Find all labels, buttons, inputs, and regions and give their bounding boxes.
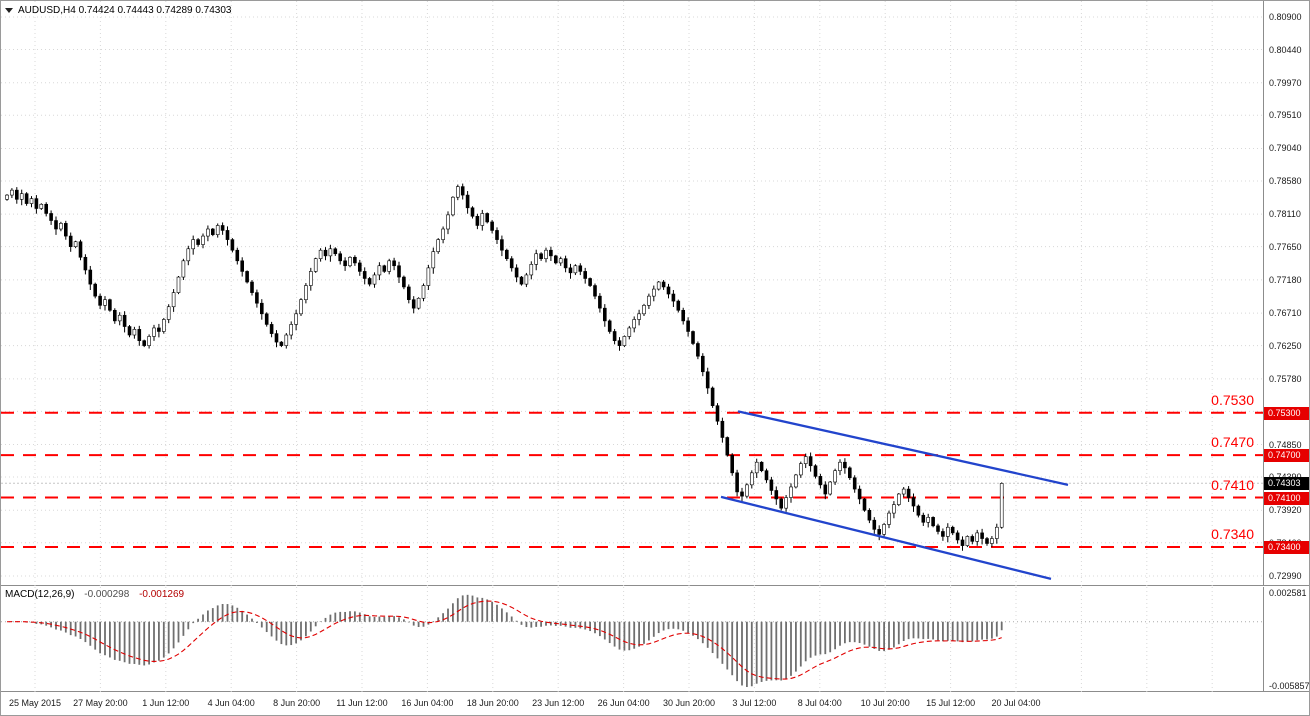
macd-axis-max-label: 0.002581 <box>1269 588 1307 598</box>
level-price-label: 0.7410 <box>1211 476 1254 493</box>
price-tick-label: 0.74390 <box>1269 472 1302 482</box>
candlestick-series <box>5 183 1004 551</box>
time-axis-label: 26 Jun 04:00 <box>597 698 650 708</box>
price-tick-label: 0.79970 <box>1269 77 1302 88</box>
price-tick-label: 0.77650 <box>1269 241 1302 252</box>
level-price-label: 0.7340 <box>1211 526 1254 543</box>
macd-axis-min-label: -0.005857 <box>1269 681 1310 691</box>
time-axis-label: 1 Jun 12:00 <box>142 698 190 708</box>
price-tick-label: 0.80440 <box>1269 44 1302 55</box>
level-price-tag: 0.74100 <box>1264 491 1309 505</box>
time-axis-label: 11 Jun 12:00 <box>336 698 388 708</box>
price-chart-pane[interactable]: AUDUSD,H4 0.74424 0.74443 0.74289 0.7430… <box>1 1 1263 586</box>
time-axis-label: 15 Jul 12:00 <box>926 698 976 708</box>
time-axis-label: 10 Jul 20:00 <box>860 698 910 708</box>
time-axis-label: 18 Jun 20:00 <box>466 698 519 708</box>
symbol-menu-icon <box>5 8 13 13</box>
price-chart-canvas <box>1 1 1263 586</box>
price-axis[interactable]: 0.80900 0.80440 0.79970 0.79510 0.79040 0.785… <box>1263 1 1309 586</box>
price-tick-label: 0.79510 <box>1269 110 1302 121</box>
channel-trendline[interactable] <box>720 495 1052 580</box>
price-tick-label: 0.76250 <box>1269 340 1302 351</box>
macd-name-label: MACD(12,26,9) <box>5 589 75 600</box>
time-axis-label: 20 Jul 04:00 <box>991 698 1041 708</box>
indicator-label: MACD(12,26,9) -0.000298 -0.001269 <box>5 589 184 600</box>
price-tick-label: 0.72990 <box>1269 571 1302 581</box>
macd-signal-value: -0.001269 <box>139 589 185 600</box>
time-axis-label: 25 May 2015 <box>8 698 62 708</box>
time-axis-label: 8 Jul 04:00 <box>797 698 842 708</box>
macd-indicator-pane[interactable]: MACD(12,26,9) -0.000298 -0.001269 <box>1 587 1263 692</box>
time-axis-label: 3 Jul 12:00 <box>732 698 777 708</box>
level-price-tag: 0.74700 <box>1264 449 1309 463</box>
current-price-tag: 0.74303 <box>1264 477 1309 491</box>
time-axis-label: 30 Jun 20:00 <box>662 698 716 708</box>
indicator-axis[interactable]: 0.002581 -0.005857 <box>1263 587 1310 692</box>
chart-title-text: AUDUSD,H4 0.74424 0.74443 0.74289 0.7430… <box>18 5 232 16</box>
level-price-tag: 0.73400 <box>1264 541 1309 555</box>
level-price-label: 0.7470 <box>1211 434 1254 451</box>
time-axis-label: 27 May 20:00 <box>73 698 128 708</box>
price-tick-label: 0.74850 <box>1269 439 1302 450</box>
macd-canvas <box>1 587 1263 692</box>
time-axis-label: 23 Jun 12:00 <box>532 698 585 708</box>
time-axis[interactable]: 25 May 2015 27 May 20:00 1 Jun 12:00 4 Jun … <box>1 693 1309 715</box>
time-axis-label: 8 Jun 20:00 <box>273 698 321 708</box>
price-tick-label: 0.78580 <box>1269 175 1302 186</box>
chart-title: AUDUSD,H4 0.74424 0.74443 0.74289 0.7430… <box>5 5 232 16</box>
price-tick-label: 0.77180 <box>1269 274 1302 285</box>
level-price-label: 0.7530 <box>1211 391 1254 408</box>
price-tick-label: 0.76710 <box>1269 308 1302 319</box>
time-axis-label: 4 Jun 04:00 <box>207 698 255 708</box>
time-axis-label: 16 Jun 04:00 <box>401 698 454 708</box>
channel-trendline[interactable] <box>737 410 1069 486</box>
level-price-tag: 0.75300 <box>1264 406 1309 420</box>
macd-signal-line <box>6 600 1002 680</box>
price-tick-label: 0.79040 <box>1269 143 1302 154</box>
macd-histogram <box>10 594 1003 687</box>
price-tick-label: 0.75780 <box>1269 373 1302 384</box>
price-tick-label: 0.78110 <box>1269 209 1301 220</box>
price-tick-label: 0.73920 <box>1269 505 1302 516</box>
price-tick-label: 0.80900 <box>1269 12 1302 22</box>
macd-main-value: -0.000298 <box>84 589 130 600</box>
